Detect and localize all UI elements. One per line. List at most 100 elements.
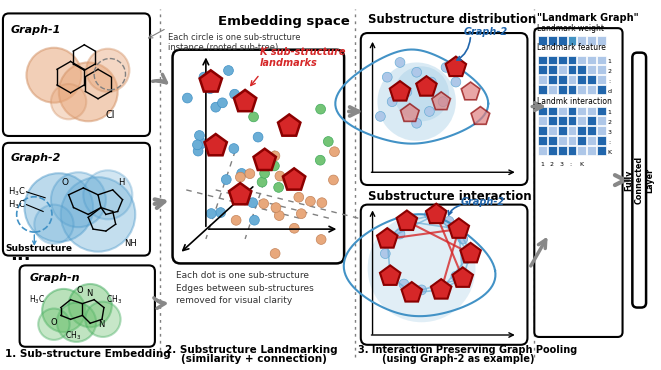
Circle shape [375, 111, 385, 121]
Text: 2: 2 [608, 120, 612, 125]
Polygon shape [200, 70, 222, 92]
Bar [578, 56, 586, 64]
Bar [558, 36, 566, 45]
Text: NH: NH [124, 239, 137, 248]
Text: K: K [608, 149, 612, 155]
Bar [597, 75, 606, 84]
Text: Substructure: Substructure [5, 244, 72, 253]
Text: N: N [98, 320, 104, 329]
Circle shape [387, 97, 397, 107]
Text: 1: 1 [540, 162, 544, 167]
Text: CH$_3$: CH$_3$ [65, 330, 81, 342]
Bar [578, 65, 586, 74]
Bar [538, 75, 547, 84]
Bar [548, 146, 557, 155]
Circle shape [270, 161, 280, 171]
Text: Each circle is one sub-structure
instance (rooted sub-tree): Each circle is one sub-structure instanc… [168, 33, 300, 53]
Circle shape [451, 271, 461, 281]
Bar [558, 75, 566, 84]
Text: (similarity + connection): (similarity + connection) [181, 354, 327, 364]
Polygon shape [401, 104, 419, 121]
Text: Substructure distribution: Substructure distribution [368, 13, 536, 26]
Bar [558, 117, 566, 125]
Circle shape [274, 182, 284, 192]
Polygon shape [453, 268, 473, 287]
Bar [578, 107, 586, 115]
Polygon shape [416, 76, 437, 96]
Bar [548, 65, 557, 74]
Text: Graph-1: Graph-1 [11, 25, 61, 35]
Bar [568, 85, 576, 94]
Text: H$_3$C: H$_3$C [8, 186, 26, 198]
Circle shape [377, 63, 456, 141]
Bar [597, 36, 606, 45]
Polygon shape [401, 282, 422, 302]
Circle shape [275, 171, 285, 181]
Text: Graph-2: Graph-2 [464, 27, 508, 37]
Bar [538, 136, 547, 145]
Bar [558, 136, 566, 145]
Circle shape [38, 309, 69, 340]
Circle shape [270, 249, 280, 258]
Circle shape [395, 229, 405, 239]
Circle shape [51, 84, 87, 119]
FancyBboxPatch shape [20, 265, 155, 347]
Circle shape [383, 268, 393, 277]
Text: Landmk interaction: Landmk interaction [537, 97, 612, 105]
Circle shape [198, 138, 208, 148]
Circle shape [441, 63, 451, 72]
Circle shape [249, 215, 259, 225]
Circle shape [285, 124, 294, 134]
Circle shape [231, 215, 241, 225]
Bar [548, 136, 557, 145]
Circle shape [199, 72, 209, 82]
Circle shape [424, 107, 434, 117]
Circle shape [394, 66, 449, 121]
Bar [558, 56, 566, 64]
Bar [568, 36, 576, 45]
Circle shape [305, 196, 315, 206]
Polygon shape [431, 279, 451, 299]
Text: Embedding space: Embedding space [217, 15, 350, 28]
Text: O: O [61, 178, 69, 187]
Circle shape [368, 214, 475, 322]
Polygon shape [283, 168, 305, 189]
Bar [597, 65, 606, 74]
Text: 3: 3 [560, 162, 564, 167]
Bar [538, 126, 547, 135]
Circle shape [205, 84, 215, 94]
Bar [548, 117, 557, 125]
Circle shape [230, 89, 239, 99]
Text: 1. Sub-structure Embedding: 1. Sub-structure Embedding [5, 349, 171, 359]
FancyBboxPatch shape [633, 53, 646, 307]
Circle shape [51, 172, 106, 227]
Bar [587, 56, 596, 64]
Text: 1: 1 [608, 60, 611, 64]
Bar [548, 107, 557, 115]
Circle shape [206, 142, 215, 152]
Polygon shape [278, 114, 300, 136]
Bar [568, 136, 576, 145]
Text: Fully
Connected
Layer: Fully Connected Layer [624, 156, 654, 204]
Circle shape [402, 87, 412, 97]
Circle shape [42, 289, 85, 332]
Bar [548, 85, 557, 94]
Circle shape [194, 131, 204, 140]
Bar [538, 56, 547, 64]
Bar [587, 36, 596, 45]
Text: Substructure interaction: Substructure interaction [368, 190, 531, 203]
Text: :: : [608, 140, 610, 145]
Bar [597, 136, 606, 145]
Text: 2: 2 [608, 69, 612, 74]
Circle shape [259, 199, 268, 209]
Circle shape [290, 223, 299, 233]
Bar [587, 75, 596, 84]
Circle shape [253, 132, 263, 142]
Text: 3: 3 [608, 130, 612, 135]
Bar [538, 107, 547, 115]
Circle shape [407, 216, 416, 226]
Circle shape [193, 146, 203, 156]
Polygon shape [471, 107, 490, 124]
Circle shape [316, 104, 325, 114]
Circle shape [192, 140, 202, 150]
